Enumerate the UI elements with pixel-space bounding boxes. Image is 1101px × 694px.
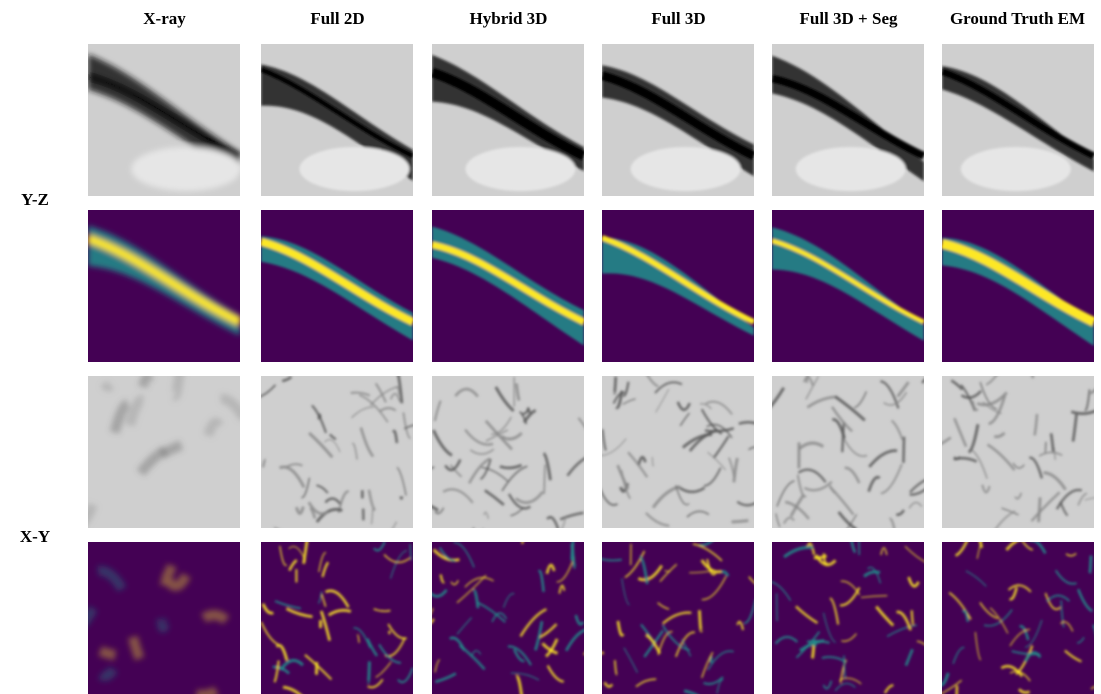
panel-y-z-viridis-hybrid-3d bbox=[432, 210, 584, 362]
panel-y-z-grayscale-full-3d-seg bbox=[772, 44, 924, 196]
panel-x-y-viridis-full-3d-seg bbox=[772, 542, 924, 694]
panel-y-z-viridis-full-3d-seg bbox=[772, 210, 924, 362]
panel-y-z-grayscale-x-ray bbox=[88, 44, 240, 196]
column-header-ground-truth-em: Ground Truth EM bbox=[949, 9, 1086, 28]
panel-x-y-viridis-full-3d bbox=[602, 542, 754, 694]
column-header-full-2d: Full 2D bbox=[310, 9, 365, 28]
panel-y-z-grayscale-full-3d bbox=[602, 44, 754, 196]
row-label-xy: X-Y bbox=[19, 527, 51, 546]
column-header-full-3d-seg: Full 3D + Seg bbox=[799, 9, 898, 28]
column-header-hybrid-3d: Hybrid 3D bbox=[469, 9, 548, 28]
column-header-full-3d: Full 3D bbox=[651, 9, 706, 28]
panel-x-y-viridis-full-2d bbox=[261, 542, 413, 694]
panel-y-z-grayscale-hybrid-3d bbox=[432, 44, 584, 196]
panel-x-y-grayscale-full-3d-seg bbox=[772, 376, 924, 528]
panel-x-y-grayscale-full-2d bbox=[261, 376, 413, 528]
panel-y-z-viridis-x-ray bbox=[88, 210, 240, 362]
panel-x-y-viridis-hybrid-3d bbox=[432, 542, 584, 694]
panel-x-y-grayscale-hybrid-3d bbox=[432, 376, 584, 528]
panel-x-y-viridis-x-ray bbox=[88, 542, 240, 694]
panel-x-y-grayscale-ground-truth-em bbox=[942, 376, 1094, 528]
row-label-yz: Y-Z bbox=[21, 190, 49, 209]
panel-y-z-grayscale-ground-truth-em bbox=[942, 44, 1094, 196]
panel-x-y-grayscale-x-ray bbox=[88, 376, 240, 528]
panel-y-z-grayscale-full-2d bbox=[261, 44, 413, 196]
panel-x-y-viridis-ground-truth-em bbox=[942, 542, 1094, 694]
panel-x-y-grayscale-full-3d bbox=[602, 376, 754, 528]
panel-y-z-viridis-ground-truth-em bbox=[942, 210, 1094, 362]
panel-y-z-viridis-full-2d bbox=[261, 210, 413, 362]
panel-y-z-viridis-full-3d bbox=[602, 210, 754, 362]
column-header-xray: X-ray bbox=[143, 9, 186, 28]
